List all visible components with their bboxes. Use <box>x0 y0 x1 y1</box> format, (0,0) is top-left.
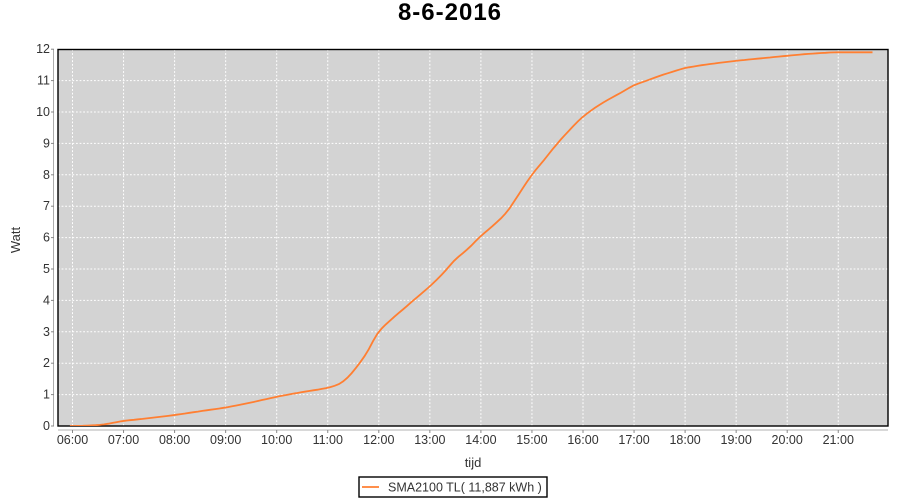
svg-text:tijd: tijd <box>465 455 482 470</box>
svg-text:10:00: 10:00 <box>261 433 292 447</box>
svg-text:0: 0 <box>43 419 50 433</box>
svg-text:12: 12 <box>36 42 50 56</box>
svg-text:2: 2 <box>43 356 50 370</box>
svg-text:21:00: 21:00 <box>823 433 854 447</box>
svg-text:14:00: 14:00 <box>465 433 496 447</box>
svg-text:16:00: 16:00 <box>567 433 598 447</box>
svg-text:20:00: 20:00 <box>772 433 803 447</box>
svg-text:7: 7 <box>43 199 50 213</box>
svg-text:19:00: 19:00 <box>721 433 752 447</box>
svg-text:17:00: 17:00 <box>618 433 649 447</box>
svg-text:09:00: 09:00 <box>210 433 241 447</box>
svg-text:12:00: 12:00 <box>363 433 394 447</box>
svg-text:Watt: Watt <box>8 226 23 253</box>
svg-text:4: 4 <box>43 293 50 307</box>
svg-text:10: 10 <box>36 105 50 119</box>
svg-text:07:00: 07:00 <box>108 433 139 447</box>
svg-text:5: 5 <box>43 262 50 276</box>
svg-text:08:00: 08:00 <box>159 433 190 447</box>
svg-text:06:00: 06:00 <box>57 433 88 447</box>
svg-text:18:00: 18:00 <box>669 433 700 447</box>
svg-text:6: 6 <box>43 231 50 245</box>
svg-text:11:00: 11:00 <box>313 433 343 447</box>
svg-text:15:00: 15:00 <box>516 433 547 447</box>
svg-text:8: 8 <box>43 168 50 182</box>
svg-text:9: 9 <box>43 136 50 150</box>
svg-text:1: 1 <box>43 388 50 402</box>
svg-text:13:00: 13:00 <box>414 433 445 447</box>
svg-text:3: 3 <box>43 325 50 339</box>
svg-text:SMA2100 TL( 11,887 kWh ): SMA2100 TL( 11,887 kWh ) <box>388 481 542 495</box>
svg-text:11: 11 <box>37 74 50 88</box>
